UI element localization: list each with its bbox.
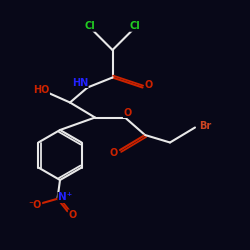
Text: Cl: Cl — [84, 21, 96, 31]
Text: O: O — [124, 108, 132, 118]
Text: O: O — [68, 210, 76, 220]
Text: Cl: Cl — [130, 21, 140, 31]
Text: O: O — [110, 148, 118, 158]
Text: ⁻O: ⁻O — [28, 200, 42, 210]
Text: N⁺: N⁺ — [58, 192, 72, 202]
Text: HO: HO — [33, 85, 50, 95]
Text: O: O — [144, 80, 153, 90]
Text: HN: HN — [72, 78, 88, 88]
Text: Br: Br — [199, 121, 211, 131]
